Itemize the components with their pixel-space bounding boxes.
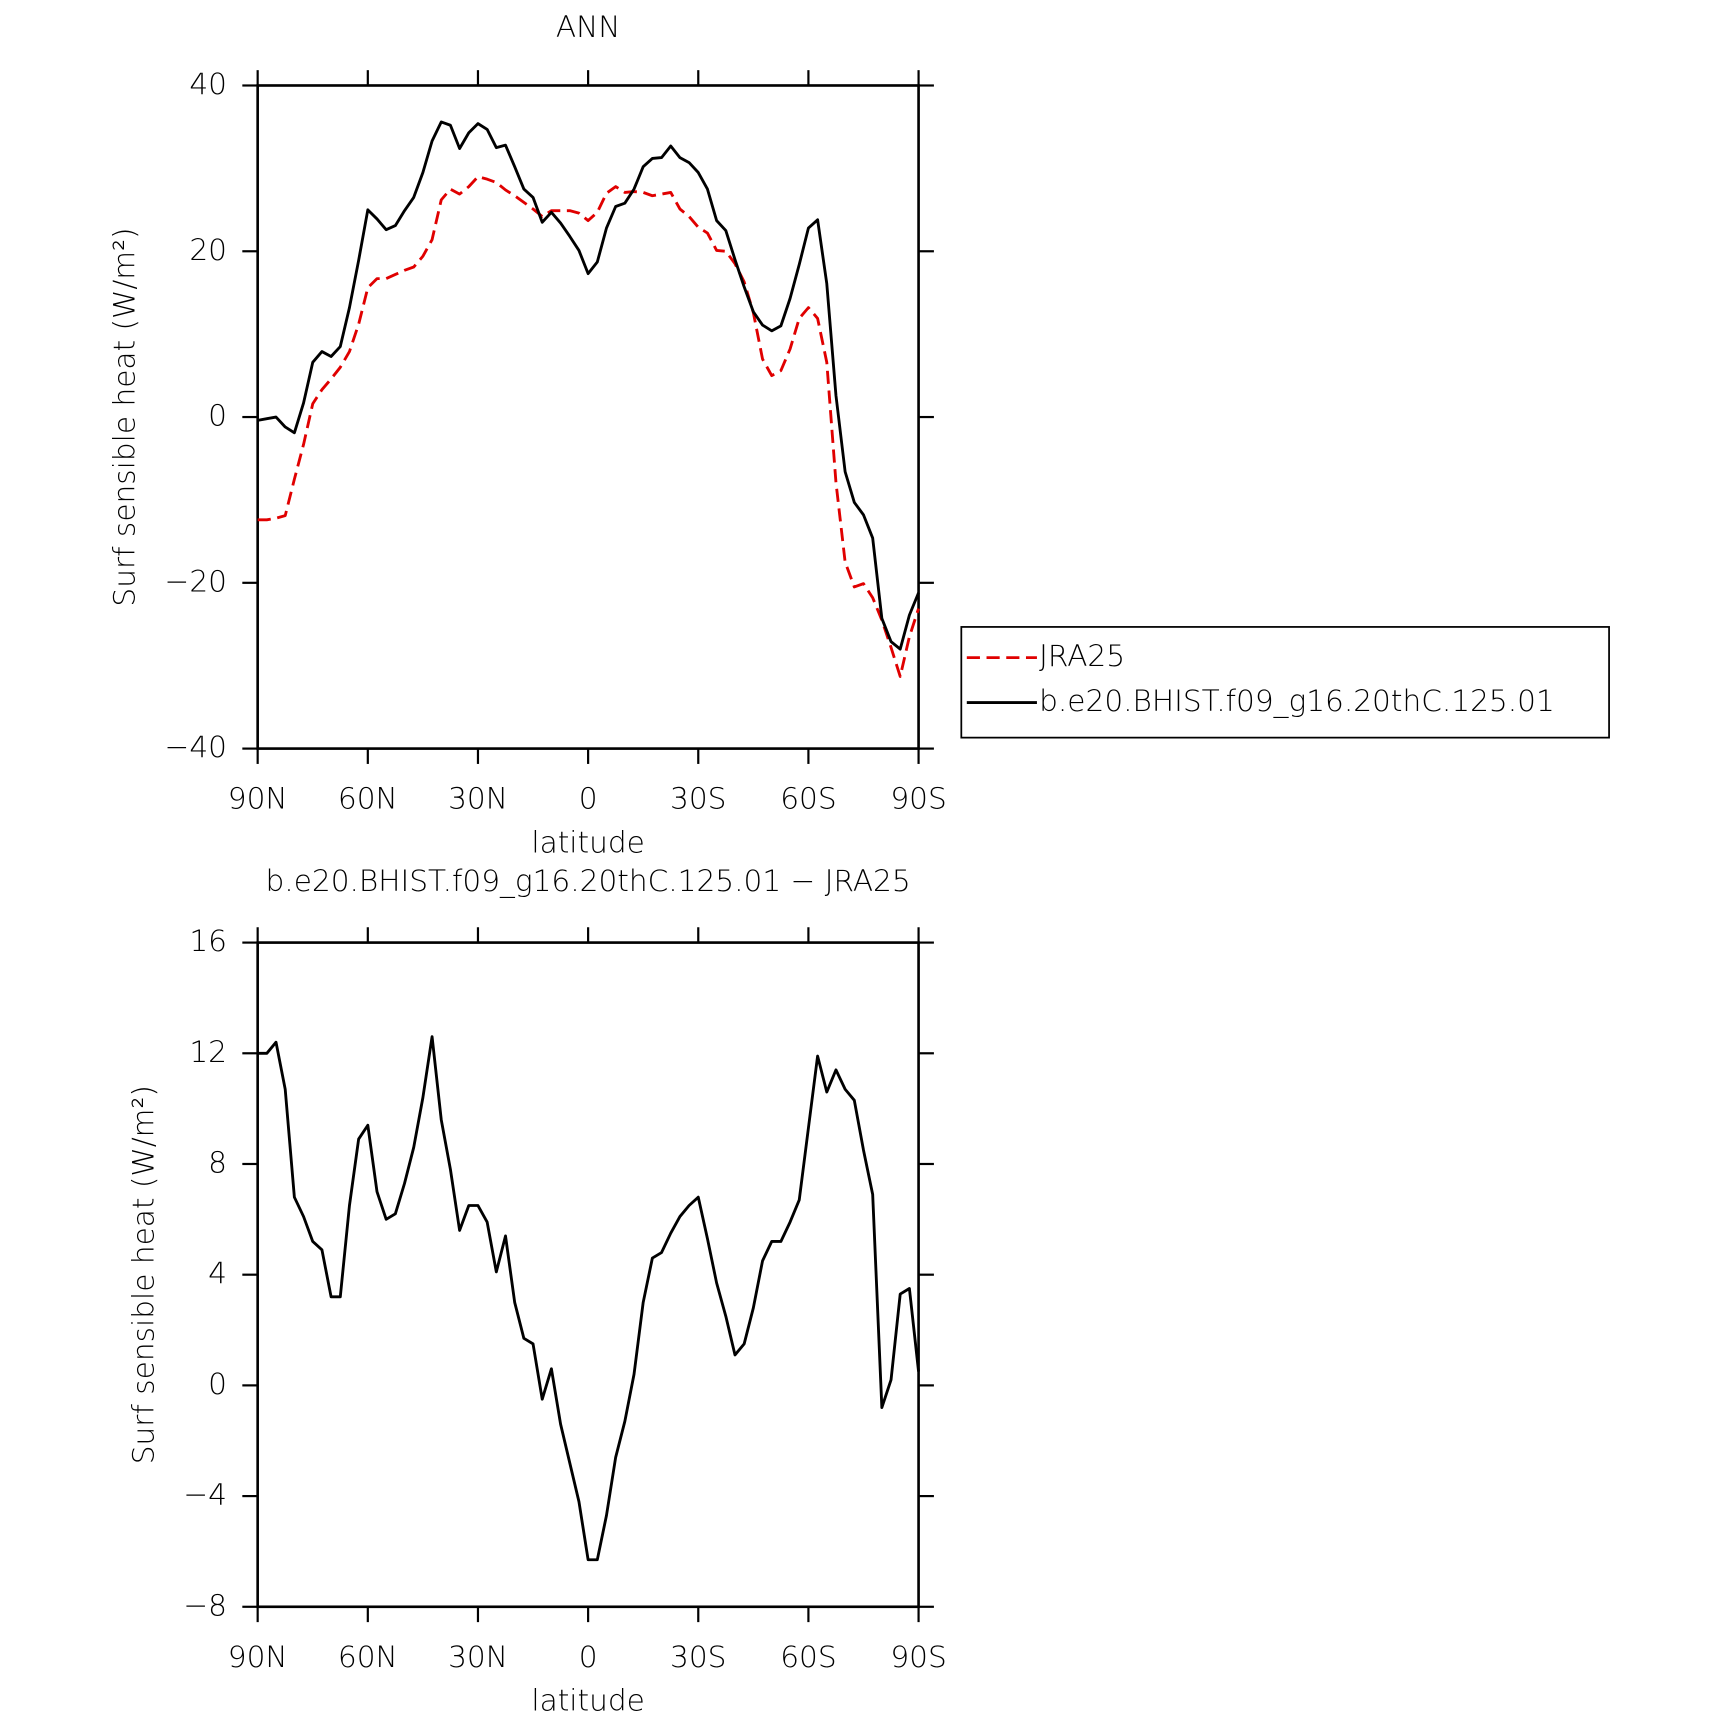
x-tick-label: 90S xyxy=(890,782,946,816)
series-line xyxy=(257,175,920,678)
x-axis-label: latitude xyxy=(531,1684,644,1712)
x-tick-label: 90N xyxy=(228,1640,288,1674)
legend-box xyxy=(960,626,1610,739)
x-tick-label: 0 xyxy=(579,782,598,816)
x-tick-label: 90N xyxy=(228,782,288,816)
y-tick-label: 40 xyxy=(189,67,227,101)
y-axis-label: Surf sensible heat (W/m²) xyxy=(108,227,142,606)
y-tick-label: −8 xyxy=(183,1588,227,1622)
x-tick-label: 30N xyxy=(448,1640,508,1674)
x-tick-label: 30N xyxy=(448,782,508,816)
chart-title: b.e20.BHIST.f09_g16.20thC.125.01 − JRA25 xyxy=(266,864,911,899)
y-tick-label: 4 xyxy=(208,1256,227,1290)
x-tick-label: 60S xyxy=(780,1640,836,1674)
series-line xyxy=(257,1035,920,1562)
chart-title: ANN xyxy=(556,10,620,44)
y-tick-label: 8 xyxy=(208,1145,227,1179)
y-tick-label: −4 xyxy=(183,1478,227,1512)
plot-frame xyxy=(256,84,920,750)
y-tick-label: 0 xyxy=(208,1367,227,1401)
x-tick-label: 60N xyxy=(338,782,398,816)
legend-label: b.e20.BHIST.f09_g16.20thC.125.01 xyxy=(1039,684,1555,719)
x-tick-label: 60N xyxy=(338,1640,398,1674)
legend-label: JRA25 xyxy=(1039,639,1125,673)
y-axis-label: Surf sensible heat (W/m²) xyxy=(126,1085,160,1464)
x-tick-label: 30S xyxy=(670,782,726,816)
y-tick-label: 20 xyxy=(189,233,227,267)
y-tick-label: 0 xyxy=(208,399,227,433)
x-tick-label: 90S xyxy=(890,1640,946,1674)
x-tick-label: 30S xyxy=(670,1640,726,1674)
plot-frame xyxy=(256,941,920,1609)
y-tick-label: 12 xyxy=(189,1035,227,1069)
x-tick-label: 60S xyxy=(780,782,836,816)
series-line xyxy=(257,120,920,651)
y-tick-label: −20 xyxy=(165,564,227,598)
y-tick-label: 16 xyxy=(189,924,227,958)
x-tick-label: 0 xyxy=(579,1640,598,1674)
y-tick-label: −40 xyxy=(165,730,227,764)
x-axis-label: latitude xyxy=(531,825,644,859)
